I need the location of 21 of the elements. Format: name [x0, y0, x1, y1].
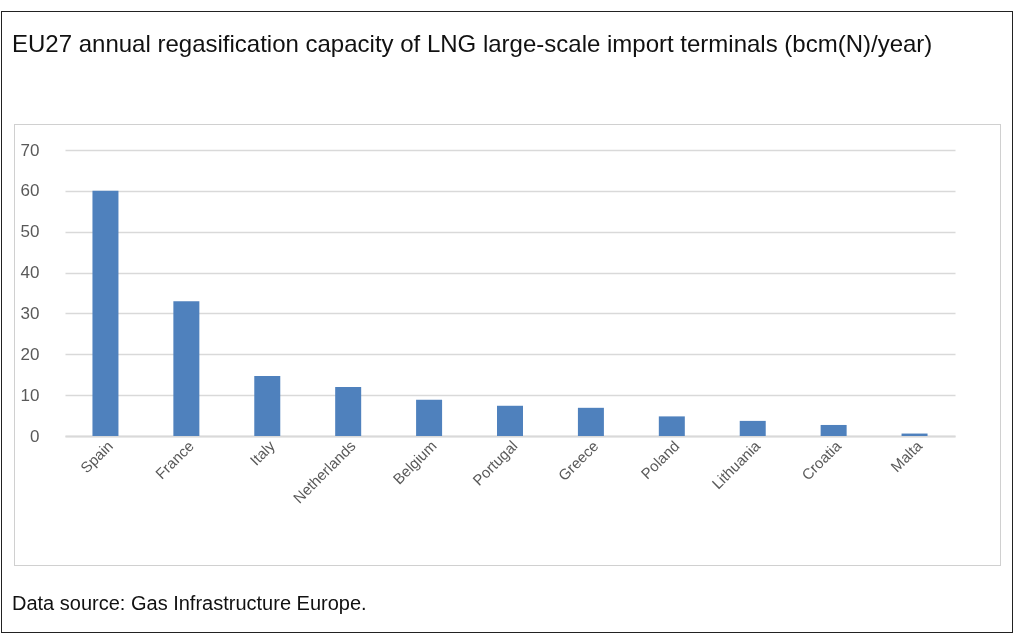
y-tick-label: 30	[20, 303, 40, 323]
bar	[254, 375, 281, 436]
y-tick-label: 0	[30, 426, 40, 446]
bar	[739, 420, 766, 436]
y-tick-label: 10	[20, 385, 40, 405]
bar	[92, 190, 119, 436]
y-tick-label: 20	[20, 344, 40, 364]
chart-title: EU27 annual regasification capacity of LNG large-scale import terminals (bcm(N)/year)	[12, 29, 934, 59]
source-note: Data source: Gas Infrastructure Europe.	[12, 592, 367, 615]
bar	[335, 386, 362, 436]
y-tick-label: 70	[20, 140, 40, 160]
bar	[820, 424, 847, 436]
y-tick-label: 60	[20, 181, 40, 201]
bar	[173, 301, 200, 436]
y-tick-label: 40	[20, 263, 40, 283]
bar	[497, 405, 523, 436]
bar	[658, 416, 685, 436]
bar	[577, 407, 604, 436]
x-tick-label: Italy	[246, 436, 279, 469]
bar	[416, 399, 443, 436]
y-tick-label: 50	[20, 222, 40, 242]
